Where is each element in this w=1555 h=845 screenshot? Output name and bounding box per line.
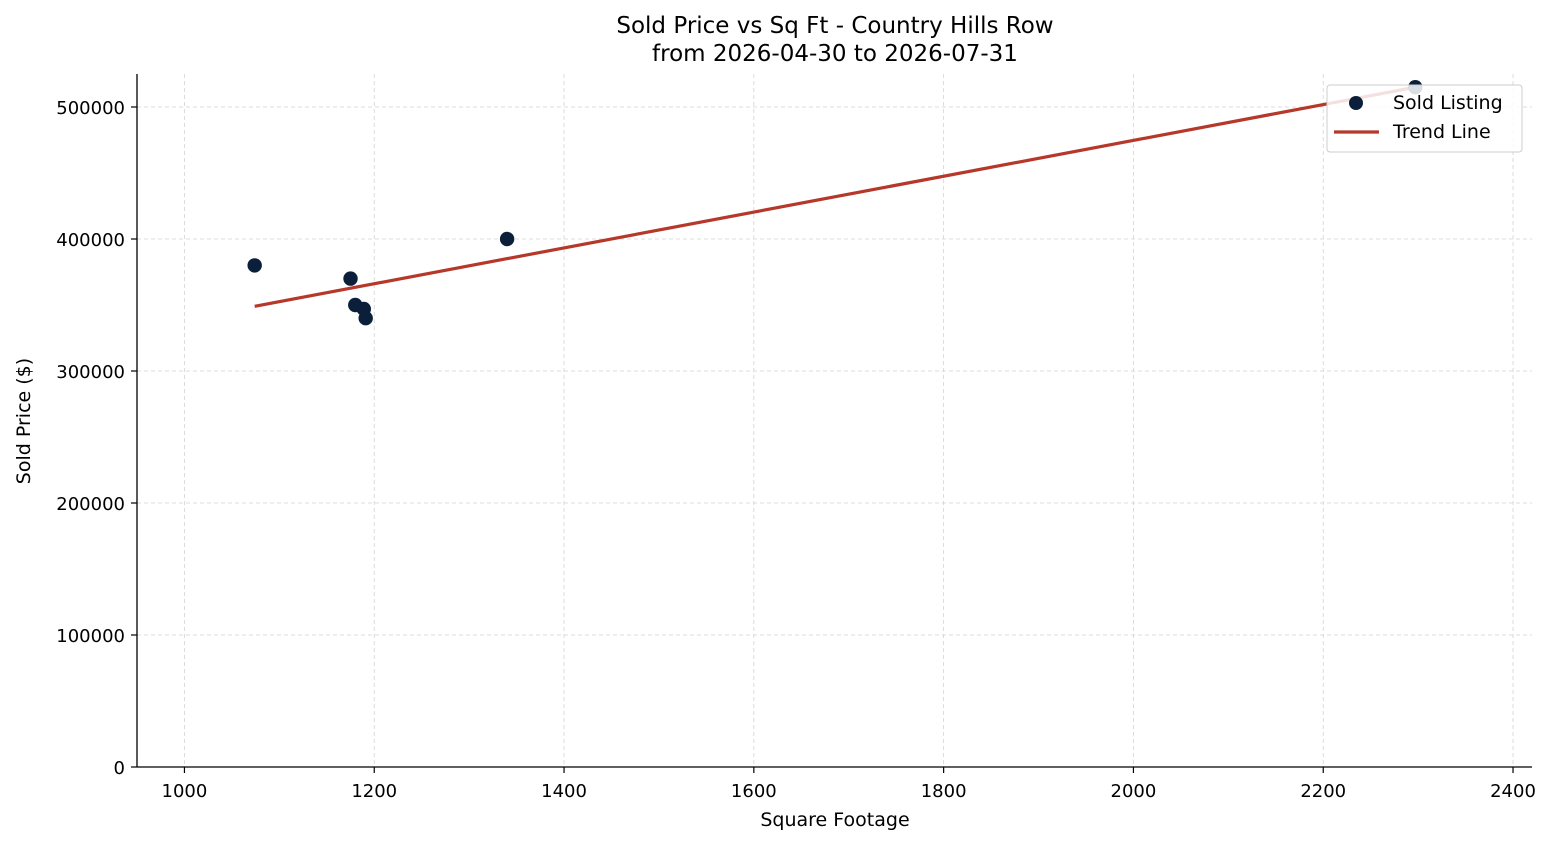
legend: Sold Listing Trend Line	[1326, 84, 1523, 153]
trend-line	[254, 85, 1416, 308]
sold-listing-point	[499, 231, 515, 247]
x-tick-label: 1600	[731, 781, 777, 802]
trend-line-layer	[254, 85, 1416, 308]
chart-title-line2: from 2026-04-30 to 2026-07-31	[652, 41, 1018, 67]
x-tick-label: 1800	[921, 781, 967, 802]
x-axis-label: Square Footage	[760, 809, 909, 831]
x-tick-label: 2000	[1111, 781, 1157, 802]
data-points	[247, 80, 1423, 326]
x-tick-label: 1200	[351, 781, 397, 802]
x-tick-label: 2200	[1300, 781, 1346, 802]
legend-box	[1326, 84, 1523, 153]
legend-point-marker	[1349, 96, 1363, 110]
y-tick-label: 500000	[56, 98, 125, 119]
legend-label-trend-line: Trend Line	[1392, 121, 1491, 143]
sold-listing-point	[343, 271, 358, 286]
y-axis-label: Sold Price ($)	[13, 358, 35, 484]
sold-listing-point	[358, 311, 373, 326]
y-tick-label: 200000	[56, 494, 125, 515]
y-tick-label: 0	[114, 758, 125, 779]
y-tick-label: 100000	[56, 626, 125, 647]
x-tick-label: 1400	[541, 781, 587, 802]
x-tick-label: 1000	[162, 781, 208, 802]
axes: 1000 1200 1400 1600 1800 2000 2200 2400 0 100000 2…	[56, 74, 1536, 802]
legend-label-sold-listing: Sold Listing	[1393, 92, 1503, 114]
grid	[137, 74, 1532, 768]
x-tick-label: 2400	[1490, 781, 1536, 802]
y-tick-label: 400000	[56, 230, 125, 251]
chart-title-line1: Sold Price vs Sq Ft - Country Hills Row	[616, 13, 1053, 39]
sold-listing-point	[247, 258, 262, 273]
y-tick-label: 300000	[56, 362, 125, 383]
